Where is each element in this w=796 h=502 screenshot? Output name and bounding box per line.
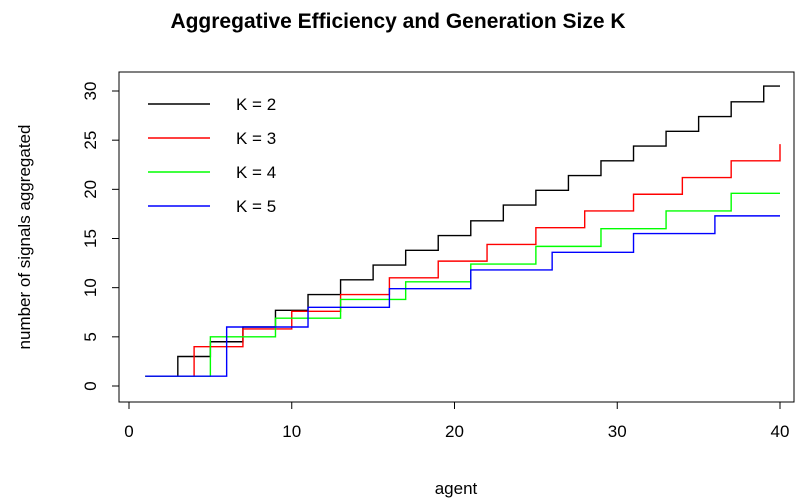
legend-label: K = 4 bbox=[236, 163, 276, 182]
y-tick-label: 30 bbox=[81, 82, 100, 101]
y-tick-label: 25 bbox=[81, 131, 100, 150]
x-tick-label: 20 bbox=[445, 422, 464, 441]
x-tick-label: 0 bbox=[124, 422, 133, 441]
series-layer bbox=[145, 85, 781, 377]
y-axis-label: number of signals aggregated bbox=[15, 125, 34, 350]
legend-label: K = 5 bbox=[236, 197, 276, 216]
legend: K = 2 K = 3 K = 4 K = 5 bbox=[148, 95, 276, 216]
x-tick-label: 40 bbox=[771, 422, 790, 441]
y-tick-label: 5 bbox=[81, 332, 100, 341]
series-line-k4 bbox=[145, 192, 780, 377]
y-axis: 0 5 10 15 20 25 30 bbox=[81, 82, 120, 391]
y-tick-label: 20 bbox=[81, 180, 100, 199]
y-tick-label: 0 bbox=[81, 381, 100, 390]
legend-label: K = 3 bbox=[236, 129, 276, 148]
x-axis: 0 10 20 30 40 bbox=[124, 401, 790, 441]
plot-frame bbox=[118, 71, 795, 403]
x-tick-label: 30 bbox=[608, 422, 627, 441]
y-tick-label: 10 bbox=[81, 278, 100, 297]
x-axis-label: agent bbox=[435, 479, 478, 498]
series-line-k3 bbox=[145, 144, 781, 377]
series-line-k5 bbox=[145, 215, 780, 377]
x-tick-label: 10 bbox=[282, 422, 301, 441]
chart-title: Aggregative Efficiency and Generation Si… bbox=[170, 10, 626, 33]
y-tick-label: 15 bbox=[81, 229, 100, 248]
legend-label: K = 2 bbox=[236, 95, 276, 114]
